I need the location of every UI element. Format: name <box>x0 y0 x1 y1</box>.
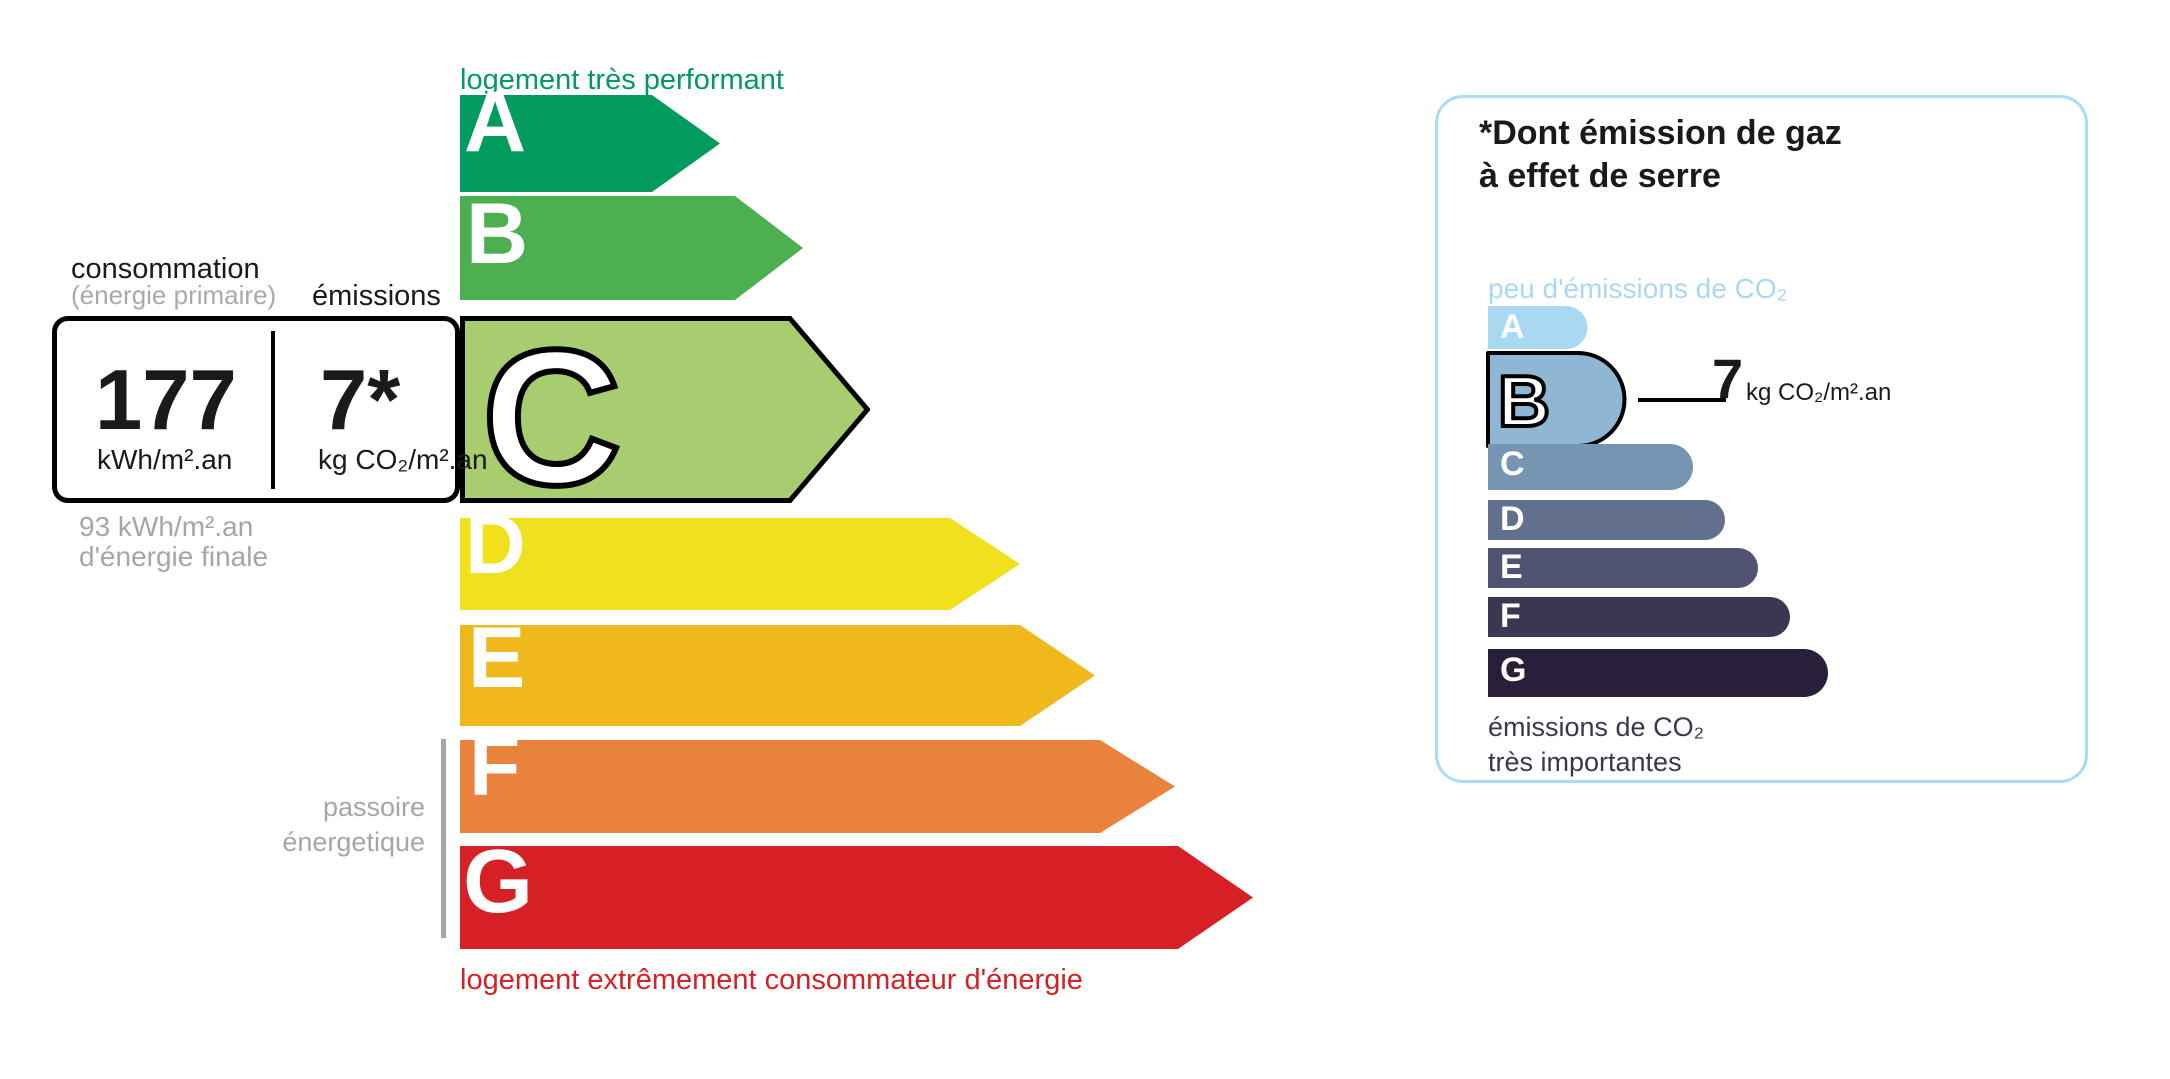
svg-text:B: B <box>1498 362 1550 441</box>
svg-text:C: C <box>482 312 621 522</box>
